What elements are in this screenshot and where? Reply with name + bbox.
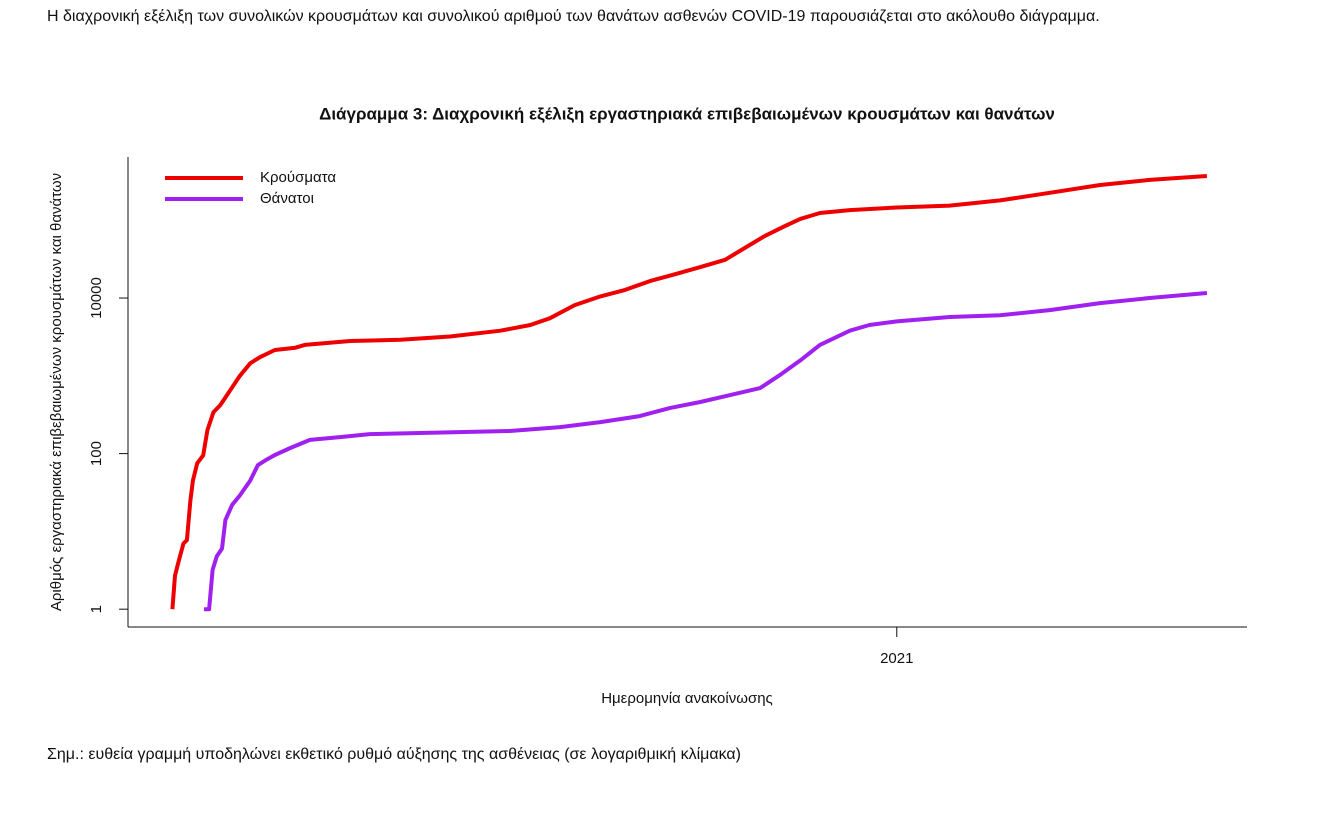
intro-text: Η διαχρονική εξέλιξη των συνολικών κρουσ… xyxy=(47,8,1100,25)
legend-label: Θάνατοι xyxy=(260,190,314,207)
legend-label: Κρούσματα xyxy=(260,169,336,186)
chart: Διάγραμμα 3: Διαχρονική εξέλιξη εργαστηρ… xyxy=(48,104,1247,707)
y-tick-label: 1 xyxy=(88,605,105,613)
note-text: Σημ.: ευθεία γραμμή υποδηλώνει εκθετικό … xyxy=(47,746,741,763)
series-line xyxy=(204,291,1208,612)
y-tick-label: 10000 xyxy=(88,277,105,319)
x-tick-label: 2021 xyxy=(880,650,913,667)
y-tick-label: 100 xyxy=(88,441,105,466)
series-line xyxy=(170,174,1208,610)
x-axis-label: Ημερομηνία ανακοίνωσης xyxy=(601,690,773,707)
y-axis-label: Αριθμός εργαστηριακά επιβεβαιωμένων κρου… xyxy=(48,173,65,611)
chart-title: Διάγραμμα 3: Διαχρονική εξέλιξη εργαστηρ… xyxy=(319,104,1055,123)
